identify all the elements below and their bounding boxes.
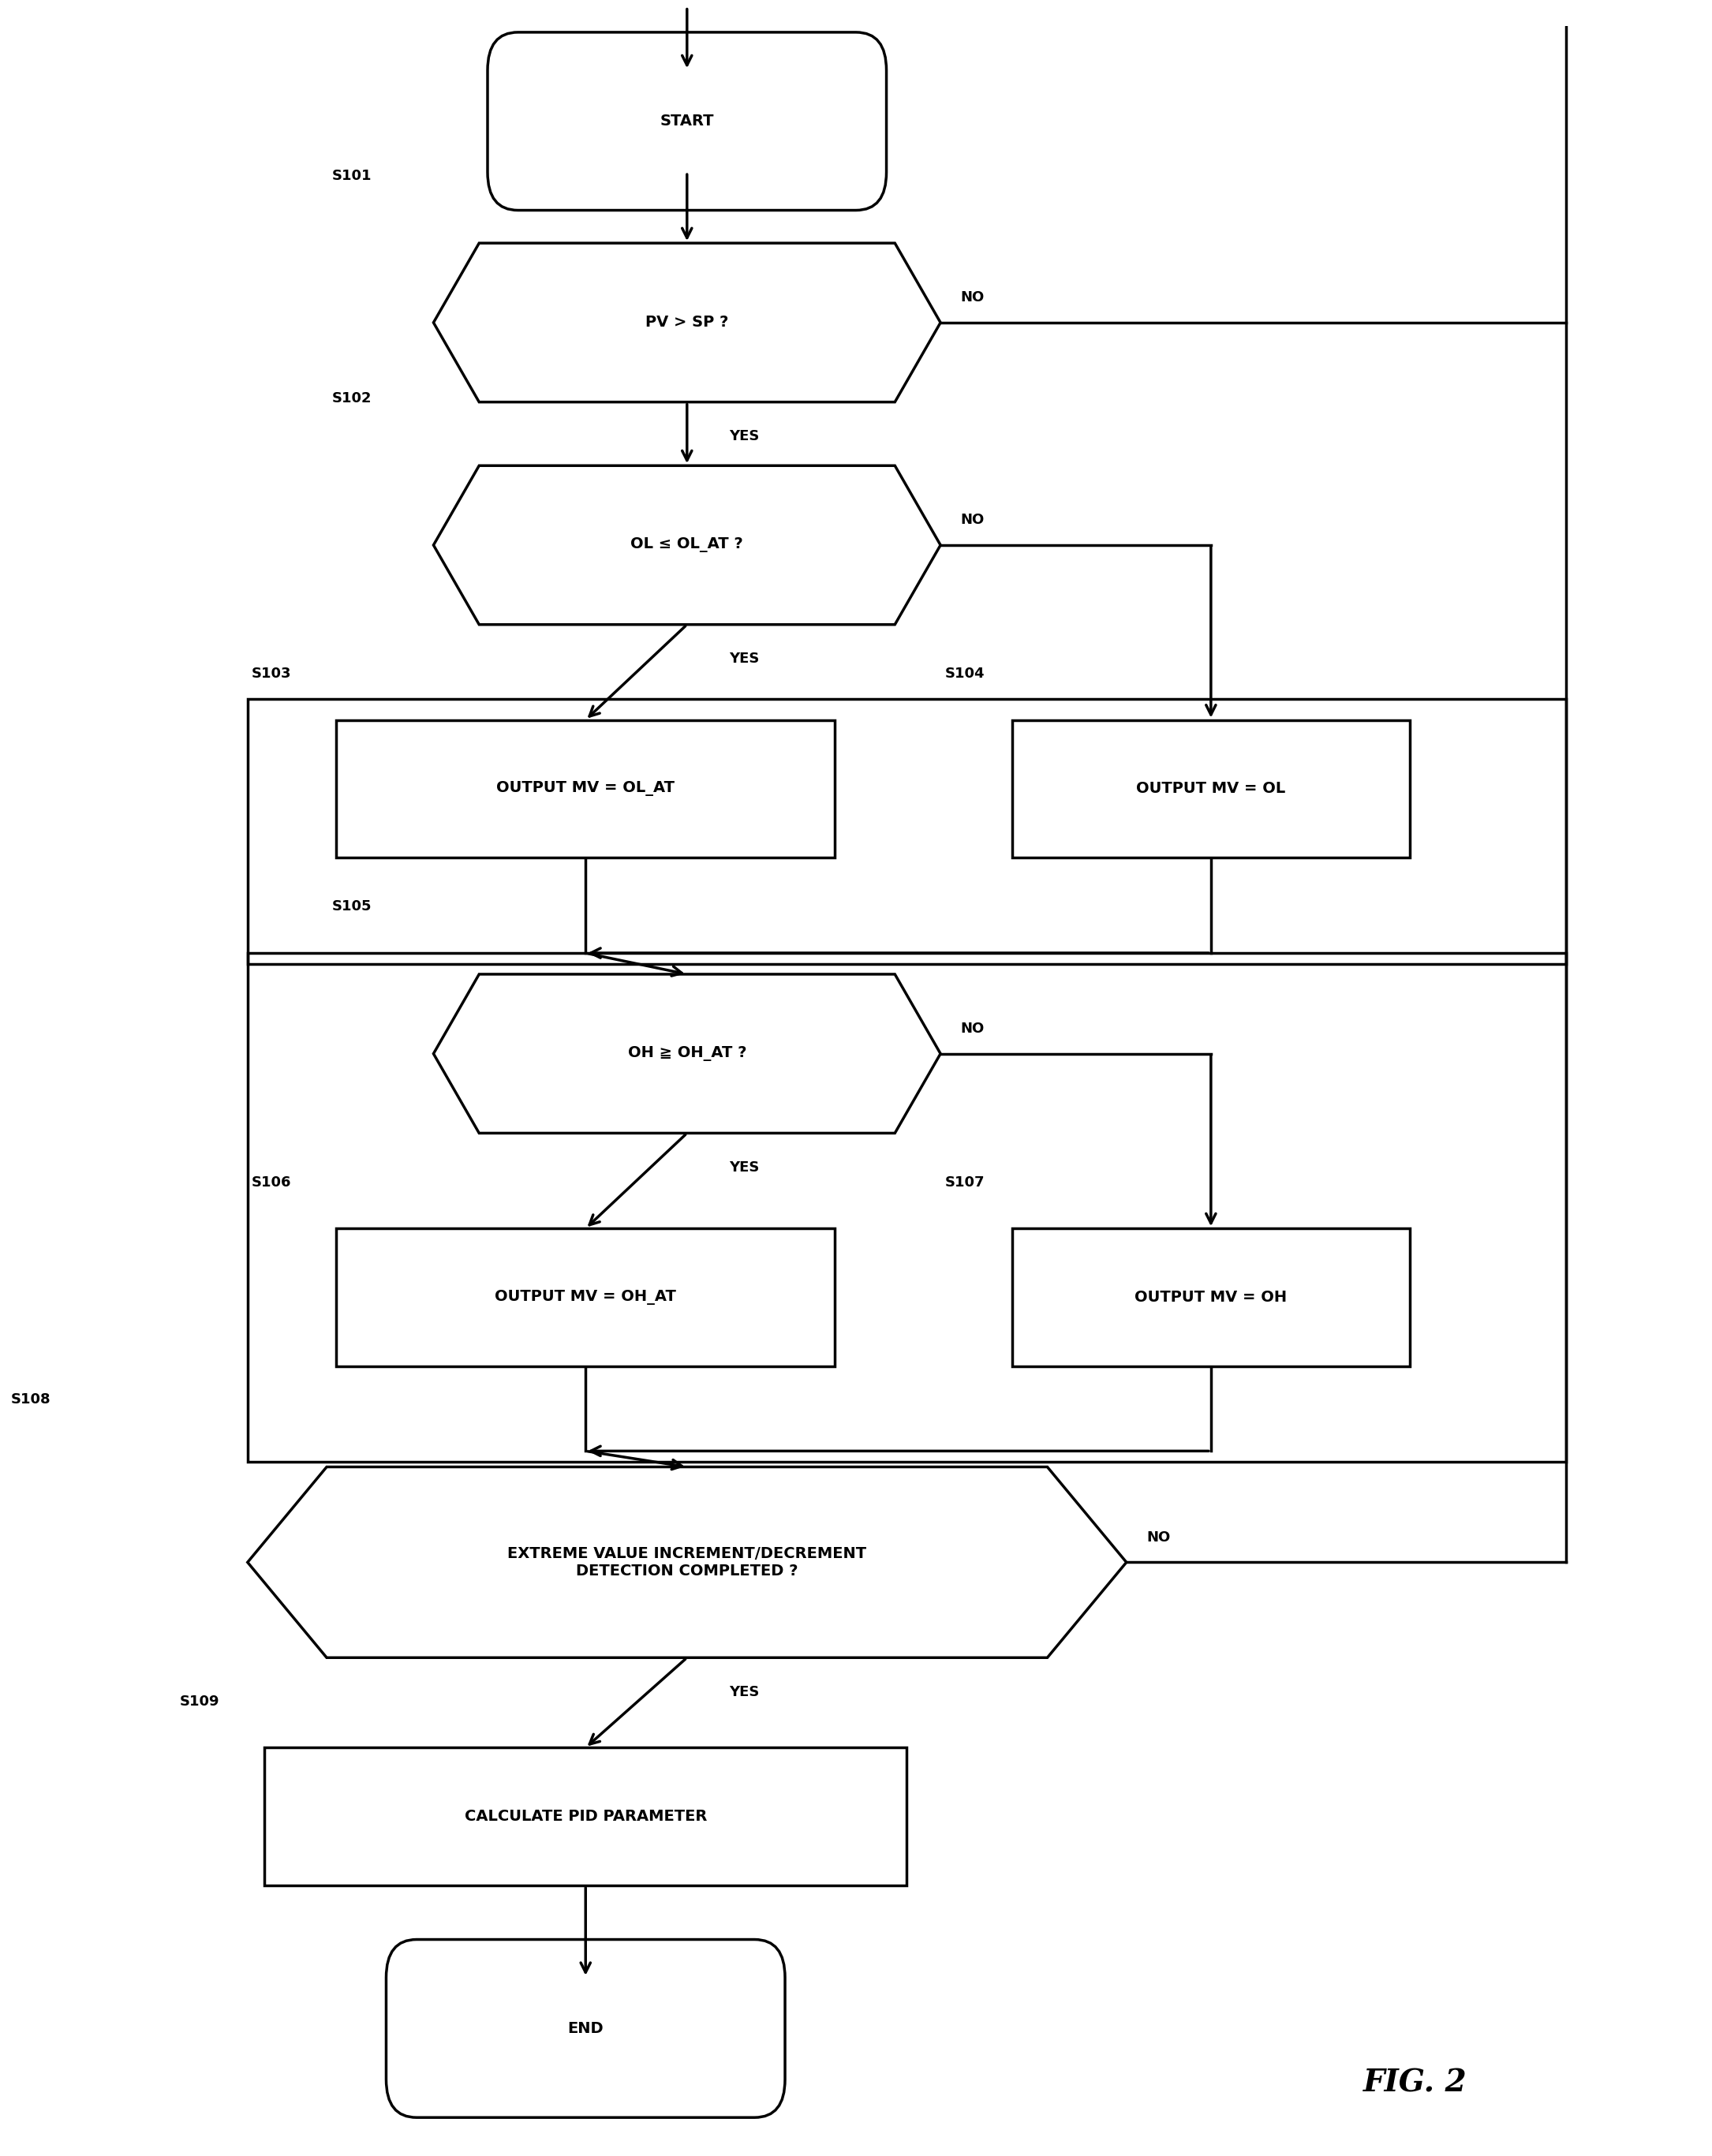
- Bar: [1012, 1229, 1409, 1367]
- FancyBboxPatch shape: [387, 1940, 786, 2117]
- Text: S108: S108: [10, 1393, 51, 1406]
- Bar: [1012, 720, 1409, 858]
- Text: PV > SP ?: PV > SP ?: [645, 315, 729, 330]
- Text: S105: S105: [332, 899, 372, 914]
- Polygon shape: [433, 975, 940, 1134]
- Text: YES: YES: [729, 429, 760, 444]
- Text: FIG. 2: FIG. 2: [1363, 2068, 1467, 2098]
- Text: EXTREME VALUE INCREMENT/DECREMENT
DETECTION COMPLETED ?: EXTREME VALUE INCREMENT/DECREMENT DETECT…: [507, 1546, 866, 1578]
- Bar: [336, 720, 835, 858]
- Text: OUTPUT MV = OL: OUTPUT MV = OL: [1137, 780, 1286, 796]
- Bar: [336, 1229, 835, 1367]
- Text: OUTPUT MV = OH_AT: OUTPUT MV = OH_AT: [495, 1289, 676, 1304]
- Text: YES: YES: [729, 1684, 760, 1699]
- Bar: [248, 953, 1566, 1462]
- FancyBboxPatch shape: [488, 32, 887, 211]
- Polygon shape: [248, 1466, 1126, 1658]
- Text: YES: YES: [729, 1160, 760, 1175]
- Text: NO: NO: [1147, 1531, 1171, 1544]
- Text: START: START: [659, 114, 714, 129]
- Polygon shape: [433, 244, 940, 401]
- Text: S104: S104: [945, 666, 984, 681]
- Text: S109: S109: [180, 1695, 219, 1708]
- Text: OL ≤ OL_AT ?: OL ≤ OL_AT ?: [630, 537, 743, 552]
- Text: S103: S103: [252, 666, 291, 681]
- Text: YES: YES: [729, 651, 760, 666]
- Text: CALCULATE PID PARAMETER: CALCULATE PID PARAMETER: [464, 1809, 707, 1824]
- Text: OUTPUT MV = OL_AT: OUTPUT MV = OL_AT: [496, 780, 675, 796]
- Text: NO: NO: [960, 291, 984, 304]
- Text: OUTPUT MV = OH: OUTPUT MV = OH: [1135, 1289, 1287, 1304]
- Text: S101: S101: [332, 168, 372, 183]
- Text: NO: NO: [960, 513, 984, 526]
- Text: S106: S106: [252, 1175, 291, 1190]
- Text: OH ≧ OH_AT ?: OH ≧ OH_AT ?: [628, 1046, 746, 1061]
- Polygon shape: [433, 466, 940, 625]
- Text: S102: S102: [332, 390, 372, 405]
- Text: S107: S107: [945, 1175, 984, 1190]
- Bar: [264, 1749, 907, 1886]
- Bar: [248, 699, 1566, 964]
- Text: NO: NO: [960, 1022, 984, 1035]
- Text: END: END: [568, 2020, 604, 2035]
